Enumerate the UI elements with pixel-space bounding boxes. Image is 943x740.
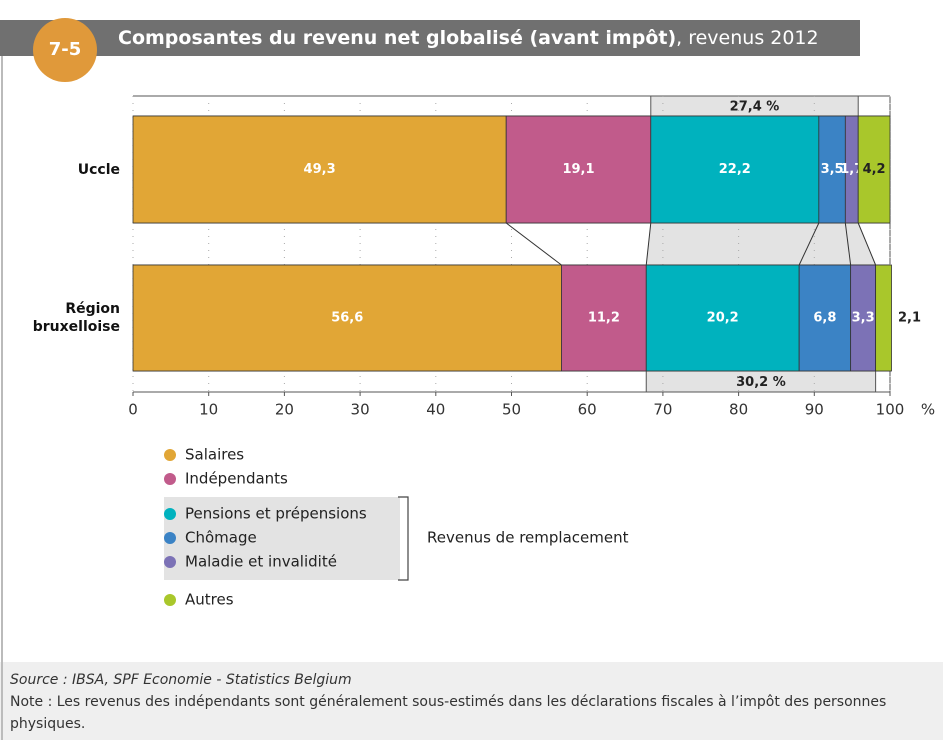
chart-title: Composantes du revenu net globalisé (ava… bbox=[118, 27, 819, 49]
legend-bracket bbox=[398, 496, 409, 581]
data-label: 6,8 bbox=[813, 311, 836, 326]
legend-label: Pensions et prépensions bbox=[185, 505, 367, 523]
connector-line bbox=[857, 222, 877, 266]
badge-text: 7-5 bbox=[49, 39, 82, 60]
subtitle: , revenus 2012 bbox=[676, 27, 818, 49]
legend-marker bbox=[164, 508, 176, 520]
legend-marker bbox=[164, 449, 176, 461]
data-label: 2,1 bbox=[898, 311, 921, 326]
legend-label: Autres bbox=[185, 591, 234, 609]
x-tick-label: 30 bbox=[351, 401, 370, 419]
data-label: 1,7 bbox=[840, 162, 863, 177]
legend-group-box bbox=[164, 497, 400, 580]
bar-segment bbox=[850, 264, 877, 372]
x-unit: % bbox=[921, 401, 935, 419]
x-tick-label: 80 bbox=[729, 401, 748, 419]
legend-label: Maladie et invalidité bbox=[185, 553, 337, 571]
legend-marker bbox=[164, 532, 176, 544]
group-label: Revenus de remplacement bbox=[427, 529, 629, 547]
data-label: 3,3 bbox=[852, 311, 875, 326]
legend-label: Salaires bbox=[185, 446, 244, 464]
title: Composantes du revenu net globalisé (ava… bbox=[118, 27, 676, 49]
connector-line bbox=[505, 222, 562, 266]
legend-label: Indépendants bbox=[185, 470, 288, 488]
data-label: 49,3 bbox=[304, 162, 336, 177]
connector-line bbox=[645, 222, 652, 266]
bar-segment bbox=[645, 264, 800, 372]
data-label: 19,1 bbox=[562, 162, 594, 177]
footer-bg bbox=[0, 662, 943, 740]
data-label: 3,5 bbox=[821, 162, 844, 177]
x-tick-label: 100 bbox=[876, 401, 905, 419]
legend-marker bbox=[164, 594, 176, 606]
data-label: 4,2 bbox=[863, 162, 886, 177]
data-label: 56,6 bbox=[331, 311, 363, 326]
bar-segment bbox=[650, 115, 820, 224]
legend-label: Chômage bbox=[185, 529, 257, 547]
badge bbox=[33, 18, 97, 82]
bar-segment bbox=[818, 115, 846, 224]
legend-marker bbox=[164, 473, 176, 485]
header-bar bbox=[0, 20, 860, 56]
legend-marker bbox=[164, 556, 176, 568]
x-tick-label: 20 bbox=[275, 401, 294, 419]
category-label: Région bruxelloise bbox=[32, 301, 120, 335]
connector-shade bbox=[646, 223, 876, 265]
bar-segment bbox=[561, 264, 647, 372]
data-label: 11,2 bbox=[588, 311, 620, 326]
x-tick-label: 0 bbox=[128, 401, 138, 419]
data-label: 22,2 bbox=[719, 162, 751, 177]
x-tick-label: 40 bbox=[426, 401, 445, 419]
x-tick-label: 70 bbox=[653, 401, 672, 419]
group-total: 30,2 % bbox=[736, 375, 786, 390]
bar-segment bbox=[857, 115, 891, 224]
x-tick-label: 60 bbox=[578, 401, 597, 419]
note: Note : Les revenus des indépendants sont… bbox=[10, 694, 887, 732]
source: Source : IBSA, SPF Economie - Statistics… bbox=[10, 672, 352, 688]
x-tick-label: 10 bbox=[199, 401, 218, 419]
connector-line bbox=[844, 222, 852, 266]
x-tick-label: 90 bbox=[805, 401, 824, 419]
category-label: Uccle bbox=[77, 162, 120, 178]
connector-line bbox=[798, 222, 820, 266]
group-total: 27,4 % bbox=[730, 100, 780, 115]
bar-segment bbox=[132, 264, 562, 372]
x-tick-label: 50 bbox=[502, 401, 521, 419]
bar-segment bbox=[132, 115, 507, 224]
bar-segment bbox=[875, 264, 892, 372]
data-label: 20,2 bbox=[707, 311, 739, 326]
